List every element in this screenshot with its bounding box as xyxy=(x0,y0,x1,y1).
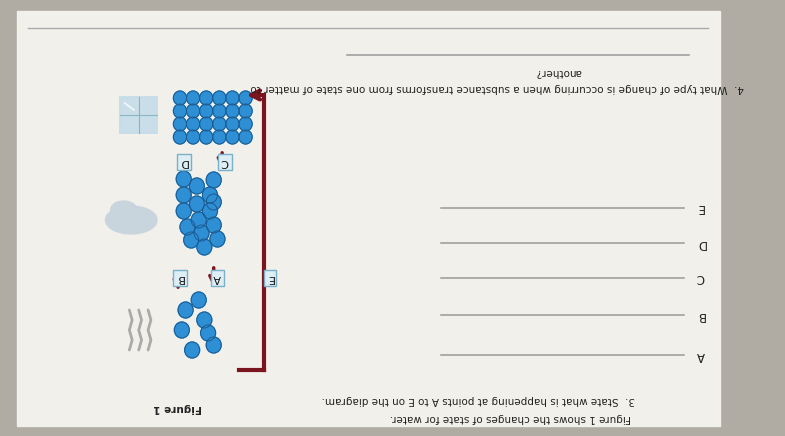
Text: Figure 1 shows the changes of state for water.: Figure 1 shows the changes of state for … xyxy=(390,413,631,423)
Circle shape xyxy=(180,219,195,235)
Circle shape xyxy=(239,130,252,144)
Circle shape xyxy=(210,231,225,247)
Circle shape xyxy=(239,91,252,105)
Circle shape xyxy=(176,203,192,219)
Circle shape xyxy=(192,212,206,228)
Circle shape xyxy=(203,203,217,219)
Circle shape xyxy=(206,194,221,210)
Ellipse shape xyxy=(111,201,137,219)
Circle shape xyxy=(199,104,213,118)
Circle shape xyxy=(178,302,193,318)
Circle shape xyxy=(203,187,217,203)
Circle shape xyxy=(197,312,212,328)
Circle shape xyxy=(173,104,187,118)
Circle shape xyxy=(213,117,226,131)
Circle shape xyxy=(192,292,206,308)
Circle shape xyxy=(199,117,213,131)
Circle shape xyxy=(173,117,187,131)
Text: C: C xyxy=(696,272,705,285)
Circle shape xyxy=(197,239,212,255)
Text: Figure 1: Figure 1 xyxy=(154,403,203,413)
Circle shape xyxy=(239,104,252,118)
Circle shape xyxy=(226,117,239,131)
Text: 3.  State what is happening at points A to E on the diagram.: 3. State what is happening at points A t… xyxy=(321,395,635,405)
Circle shape xyxy=(213,104,226,118)
Circle shape xyxy=(201,325,216,341)
Text: B: B xyxy=(696,309,705,321)
Circle shape xyxy=(199,130,213,144)
Circle shape xyxy=(189,178,204,194)
Circle shape xyxy=(239,117,252,131)
Circle shape xyxy=(187,91,199,105)
Ellipse shape xyxy=(105,206,157,234)
Circle shape xyxy=(226,130,239,144)
Text: E: E xyxy=(266,273,273,283)
Text: B: B xyxy=(176,273,184,283)
Circle shape xyxy=(213,130,226,144)
Text: 4.  What type of change is occurring when a substance transforms from one state : 4. What type of change is occurring when… xyxy=(250,83,743,93)
Circle shape xyxy=(226,104,239,118)
Circle shape xyxy=(184,232,199,248)
Circle shape xyxy=(176,187,192,203)
Circle shape xyxy=(184,342,199,358)
Bar xyxy=(120,97,158,133)
Circle shape xyxy=(206,337,221,353)
Text: A: A xyxy=(696,348,704,361)
Circle shape xyxy=(173,130,187,144)
Circle shape xyxy=(187,104,199,118)
Text: D: D xyxy=(696,236,706,249)
Circle shape xyxy=(176,171,192,187)
Circle shape xyxy=(187,130,199,144)
Text: another?: another? xyxy=(535,67,581,77)
Circle shape xyxy=(206,172,221,188)
Circle shape xyxy=(199,91,213,105)
Circle shape xyxy=(226,91,239,105)
Circle shape xyxy=(189,196,204,212)
Circle shape xyxy=(174,322,189,338)
Circle shape xyxy=(194,225,209,241)
Text: C: C xyxy=(221,157,229,167)
Text: E: E xyxy=(696,201,704,215)
Text: A: A xyxy=(214,273,221,283)
Circle shape xyxy=(173,91,187,105)
Circle shape xyxy=(187,117,199,131)
Circle shape xyxy=(213,91,226,105)
Circle shape xyxy=(206,217,221,233)
Text: D: D xyxy=(180,157,188,167)
